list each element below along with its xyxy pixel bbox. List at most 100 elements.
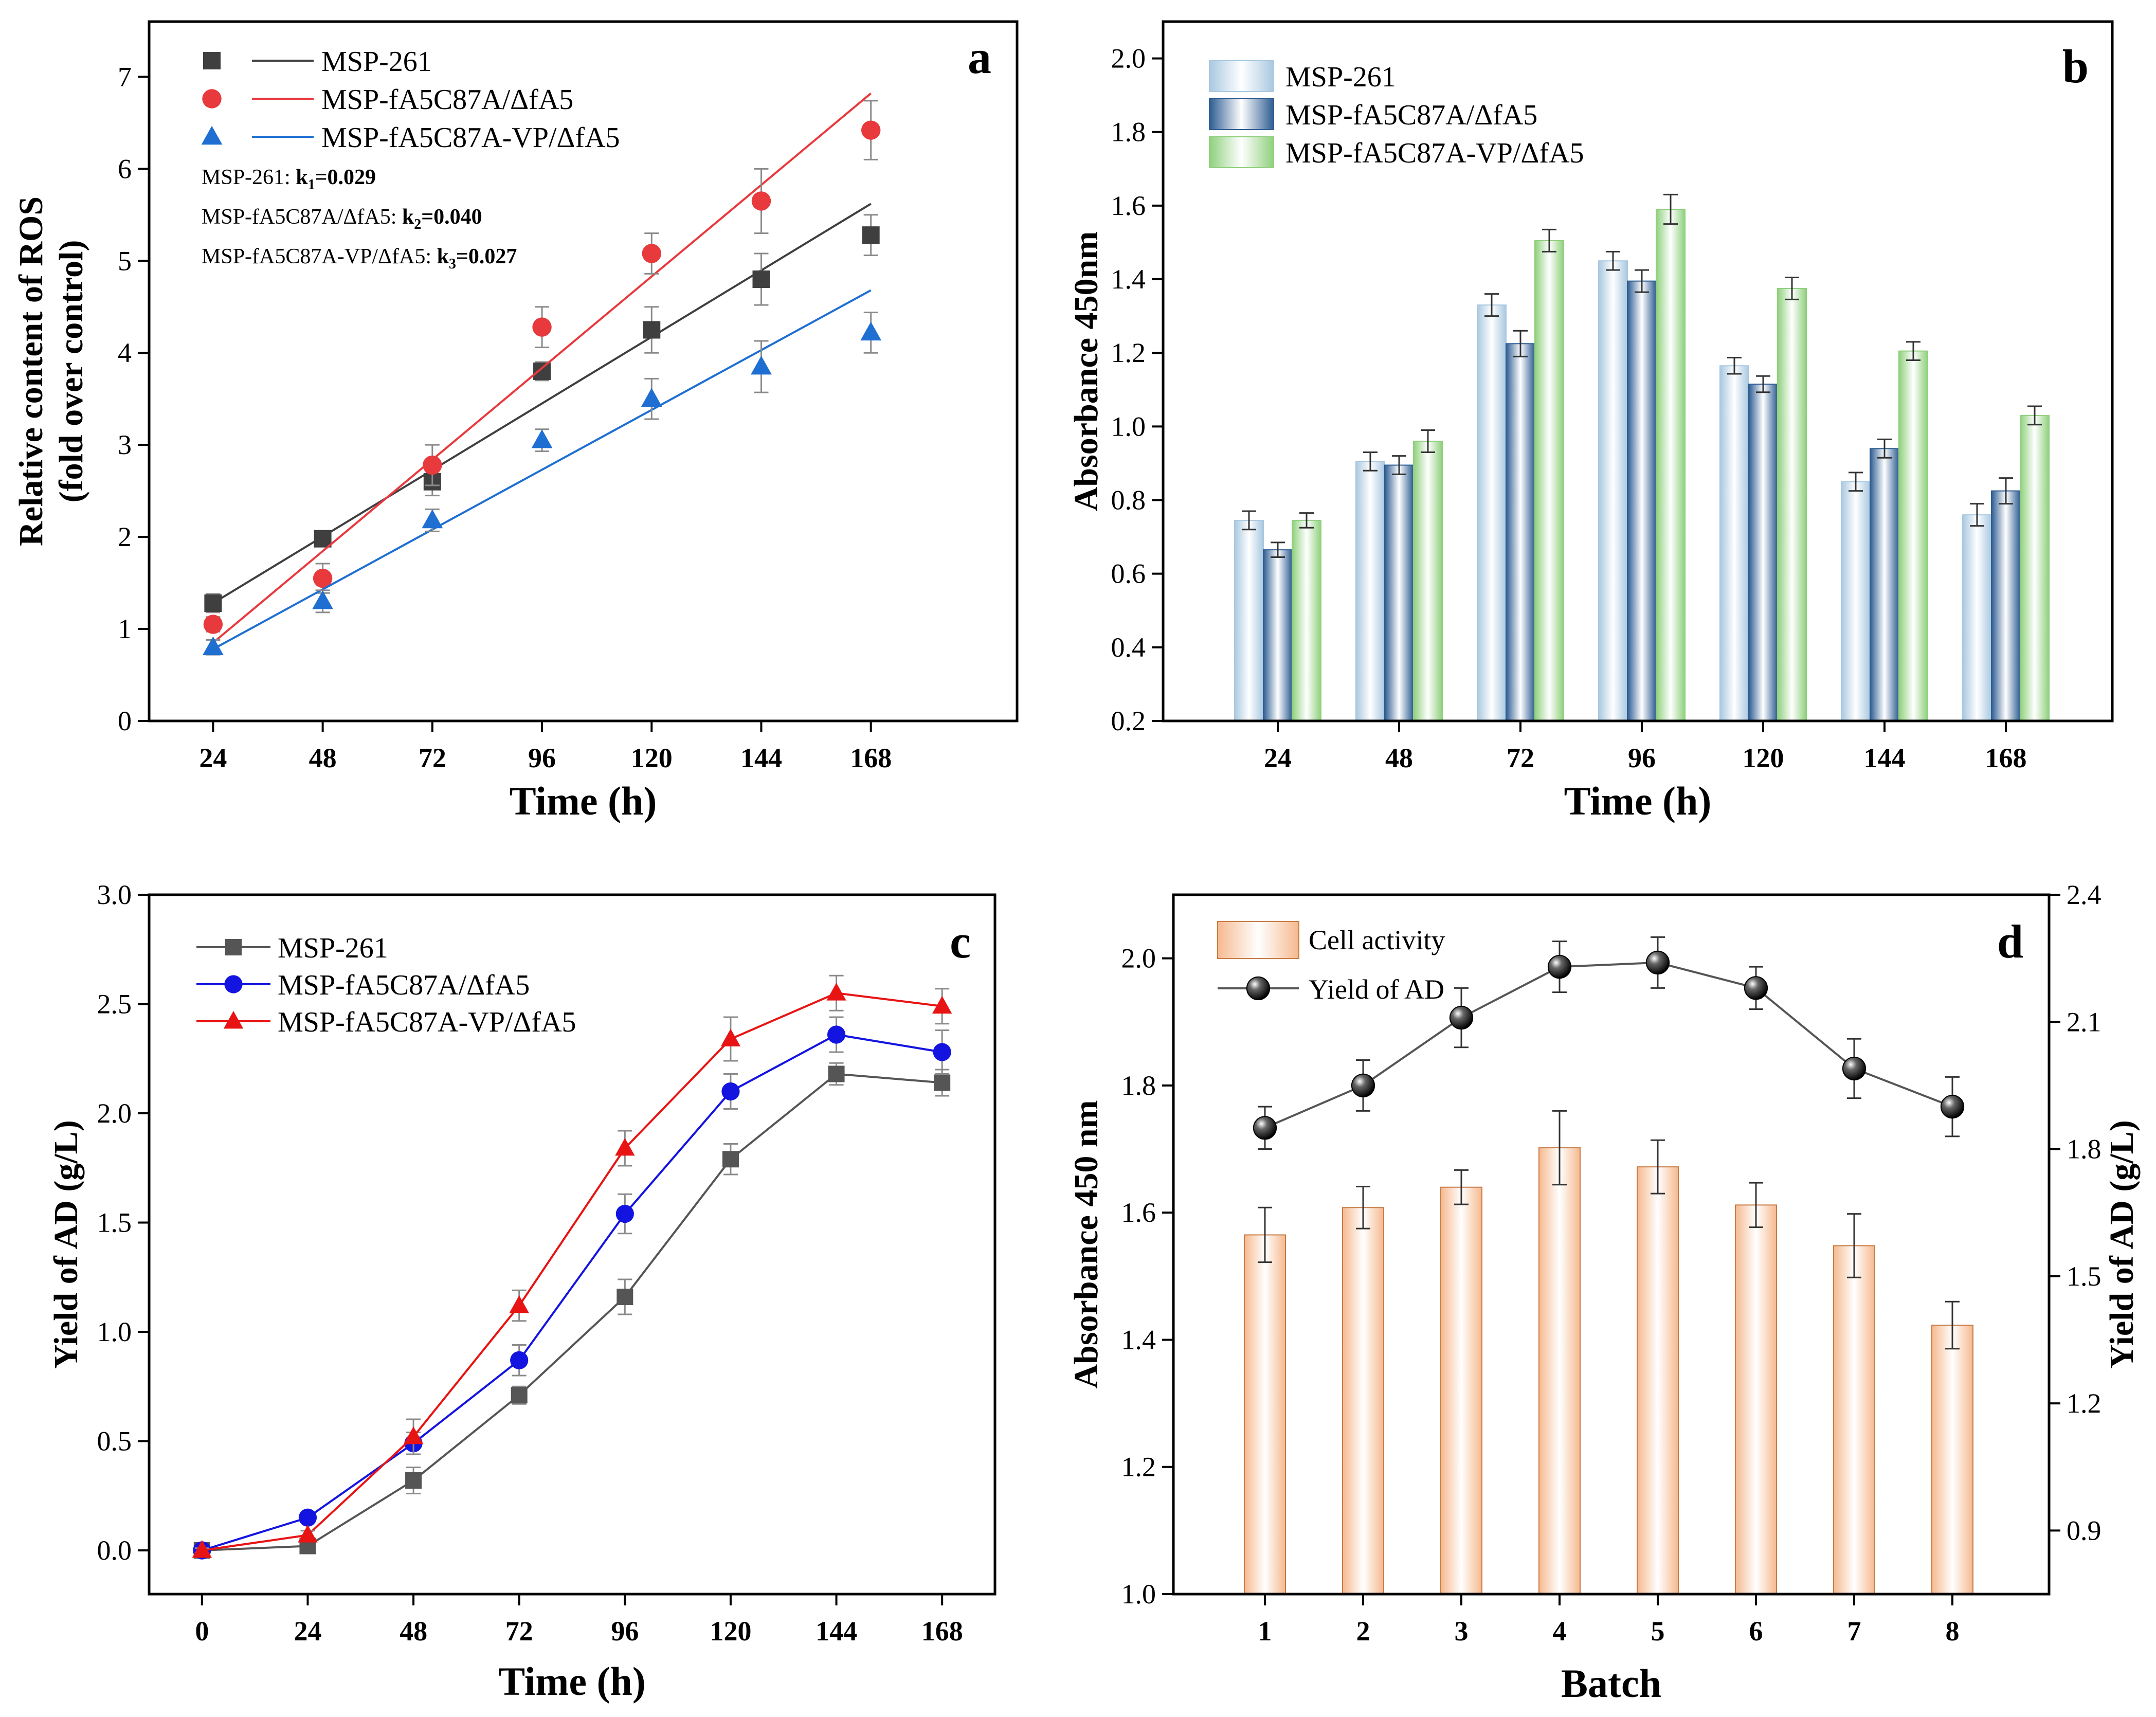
a-panel-letter: a bbox=[968, 31, 991, 83]
c-ytick-3.0-label: 3.0 bbox=[97, 879, 132, 910]
c-series-line-0 bbox=[202, 1073, 943, 1551]
c-point-0-3 bbox=[511, 1387, 528, 1404]
b-legend-swatch-0 bbox=[1209, 60, 1274, 92]
d-y2tick-2.1-label: 2.1 bbox=[2067, 1006, 2101, 1037]
b-ytick-1.6-label: 1.6 bbox=[1111, 190, 1146, 221]
d-x-axis-title: Batch bbox=[1561, 1661, 1661, 1706]
a-point-1-4 bbox=[642, 244, 661, 263]
c-point-1-5 bbox=[721, 1082, 740, 1101]
a-ytick-7-label: 7 bbox=[118, 61, 132, 92]
b-errorbar-2-1 bbox=[1421, 429, 1435, 453]
d-xtick-3-label: 3 bbox=[1455, 1616, 1469, 1647]
a-xtick-72-label: 72 bbox=[419, 743, 446, 773]
c-ytick-2.0-label: 2.0 bbox=[97, 1098, 132, 1129]
b-bar-2-6 bbox=[2020, 414, 2050, 721]
c-point-2-3 bbox=[509, 1295, 529, 1313]
c-point-0-6 bbox=[828, 1065, 845, 1082]
c-ytick-0.0-label: 0.0 bbox=[97, 1535, 132, 1566]
d-bar-errorbar-4 bbox=[1651, 1139, 1665, 1195]
b-ytick-2.0-label: 2.0 bbox=[1111, 43, 1146, 74]
d-yield-point-3 bbox=[1547, 955, 1572, 979]
c-point-2-2 bbox=[403, 1426, 424, 1444]
a-legend-label-0: MSP-261 bbox=[321, 46, 432, 78]
d-y2-axis-title: Yield of AD (g/L) bbox=[2103, 1120, 2141, 1368]
a-legend-marker-2 bbox=[201, 125, 223, 145]
a-point-2-3 bbox=[531, 429, 553, 448]
a-legend-marker-1 bbox=[202, 89, 222, 109]
d-legend-swatch-bars bbox=[1217, 921, 1299, 959]
b-errorbar-2-6 bbox=[2027, 405, 2042, 426]
b-bar-0-4 bbox=[1719, 365, 1749, 721]
b-ytick-0.4-label: 0.4 bbox=[1111, 632, 1146, 663]
d-bar-3 bbox=[1538, 1147, 1581, 1595]
c-legend-label-0: MSP-261 bbox=[278, 932, 388, 964]
b-xtick-96-label: 96 bbox=[1628, 743, 1656, 773]
a-point-2-0 bbox=[202, 636, 224, 656]
d-bar-errorbar-5 bbox=[1749, 1182, 1763, 1228]
a-xtick-144-label: 144 bbox=[740, 743, 782, 773]
a-point-2-2 bbox=[422, 509, 443, 529]
b-bar-0-0 bbox=[1234, 519, 1264, 721]
d-legend-marker-yield bbox=[1246, 976, 1271, 1001]
a-point-0-0 bbox=[204, 594, 222, 612]
a-point-0-5 bbox=[752, 270, 770, 288]
c-point-0-4 bbox=[617, 1289, 633, 1305]
c-xtick-72-label: 72 bbox=[505, 1616, 533, 1647]
c-xtick-48-label: 48 bbox=[400, 1616, 427, 1647]
b-xtick-72-label: 72 bbox=[1507, 743, 1534, 773]
d-y2tick-1.8-label: 1.8 bbox=[2067, 1134, 2101, 1165]
a-xtick-96-label: 96 bbox=[528, 743, 556, 773]
b-ytick-1.2-label: 1.2 bbox=[1111, 337, 1146, 368]
a-ytick-0-label: 0 bbox=[118, 706, 132, 736]
c-point-1-3 bbox=[510, 1351, 529, 1369]
d-bar-1 bbox=[1342, 1207, 1384, 1595]
a-legend-label-2: MSP-fA5C87A-VP/ΔfA5 bbox=[321, 122, 620, 154]
b-errorbar-1-1 bbox=[1392, 455, 1406, 475]
b-ytick-1.4-label: 1.4 bbox=[1111, 264, 1146, 295]
d-yield-point-5 bbox=[1744, 976, 1768, 1000]
d-bar-5 bbox=[1735, 1204, 1777, 1595]
c-y-axis-title: Yield of AD (g/L) bbox=[47, 1120, 85, 1368]
b-bar-2-0 bbox=[1292, 519, 1321, 721]
c-plot-frame bbox=[148, 893, 997, 1596]
b-errorbar-0-2 bbox=[1484, 293, 1499, 317]
a-xtick-48-label: 48 bbox=[309, 743, 337, 773]
b-bar-1-6 bbox=[1991, 490, 2021, 721]
a-ytick-5-label: 5 bbox=[118, 245, 132, 276]
a-point-1-6 bbox=[861, 120, 881, 140]
d-yield-point-2 bbox=[1449, 1005, 1474, 1030]
b-xtick-144-label: 144 bbox=[1864, 743, 1906, 773]
d-ytick-1.2-label: 1.2 bbox=[1121, 1452, 1156, 1483]
b-errorbar-1-6 bbox=[1999, 477, 2013, 505]
d-yield-point-4 bbox=[1645, 950, 1670, 974]
panel-d-chart: 1.0 1.2 1.4 1.6 1.8 2.0 0.9 1.2 1.5 1.8 2.1 2.4 1 2 3 4… bbox=[1067, 879, 2141, 1706]
a-xtick-168-label: 168 bbox=[850, 743, 892, 773]
c-ytick-2.5-label: 2.5 bbox=[97, 989, 132, 1020]
c-point-1-1 bbox=[298, 1508, 317, 1527]
b-errorbar-1-2 bbox=[1513, 330, 1528, 357]
d-panel-letter: d bbox=[1997, 915, 2023, 968]
b-legend-label-0: MSP-261 bbox=[1285, 61, 1396, 93]
b-errorbar-1-4 bbox=[1756, 375, 1770, 393]
b-bar-0-5 bbox=[1841, 481, 1871, 721]
a-ytick-6-label: 6 bbox=[118, 153, 132, 184]
b-legend-label-2: MSP-fA5C87A-VP/ΔfA5 bbox=[1285, 137, 1584, 169]
d-ytick-1.4-label: 1.4 bbox=[1121, 1324, 1156, 1355]
d-yield-line bbox=[1264, 961, 1953, 1129]
b-bar-1-2 bbox=[1506, 343, 1535, 721]
c-legend-marker-0 bbox=[225, 939, 242, 955]
d-legend-label-yield: Yield of AD bbox=[1309, 974, 1444, 1005]
b-xtick-24-label: 24 bbox=[1264, 743, 1292, 773]
c-legend-marker-1 bbox=[224, 975, 243, 993]
a-point-2-1 bbox=[312, 590, 333, 609]
a-point-1-5 bbox=[751, 191, 771, 211]
c-ytick-1.5-label: 1.5 bbox=[97, 1207, 132, 1238]
c-point-2-5 bbox=[720, 1028, 741, 1046]
b-bar-0-2 bbox=[1477, 304, 1507, 721]
b-bar-2-4 bbox=[1777, 287, 1807, 721]
a-xtick-24-label: 24 bbox=[199, 743, 227, 773]
a-ytick-3-label: 3 bbox=[118, 429, 132, 460]
a-ytick-1-label: 1 bbox=[118, 613, 132, 644]
b-ytick-0.8-label: 0.8 bbox=[1111, 485, 1146, 516]
